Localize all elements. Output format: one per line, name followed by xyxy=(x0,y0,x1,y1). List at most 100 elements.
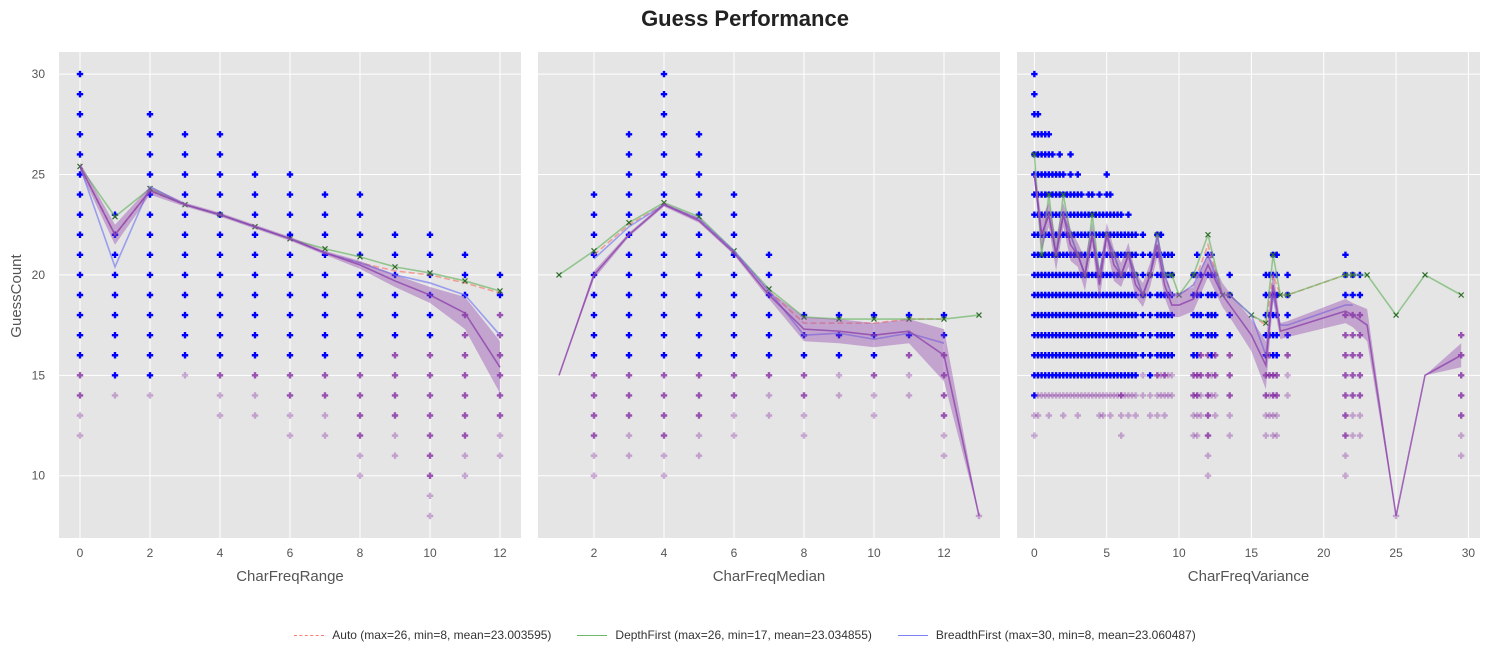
legend: Auto (max=26, min=8, mean=23.003595) Dept… xyxy=(0,628,1490,642)
scatter-point xyxy=(1031,311,1038,319)
scatter-point xyxy=(111,271,119,279)
scatter-point xyxy=(1060,331,1067,339)
scatter-point xyxy=(1078,311,1085,319)
scatter-point xyxy=(251,251,259,259)
series-marker xyxy=(462,278,468,284)
scatter-point xyxy=(1049,191,1056,198)
scatter-point xyxy=(1132,392,1139,399)
scatter-point xyxy=(1273,352,1280,359)
scatter-point xyxy=(765,412,773,419)
scatter-point xyxy=(1063,191,1071,198)
scatter-point xyxy=(216,311,224,319)
scatter-point xyxy=(1096,311,1103,319)
scatter-point xyxy=(765,372,773,379)
scatter-point xyxy=(1049,392,1056,399)
scatter-point xyxy=(1342,331,1349,339)
scatter-point xyxy=(1266,271,1273,279)
scatter-point xyxy=(461,472,469,479)
scatter-point xyxy=(1074,372,1081,379)
scatter-point xyxy=(1052,171,1060,178)
series-marker xyxy=(357,253,363,260)
series-marker xyxy=(1342,271,1349,278)
series-marker xyxy=(836,316,842,323)
scatter-point xyxy=(251,191,259,198)
scatter-point xyxy=(1096,191,1103,198)
scatter-point xyxy=(76,432,84,439)
scatter-point xyxy=(461,372,469,379)
scatter-point xyxy=(1110,231,1118,238)
scatter-point xyxy=(590,231,598,238)
scatter-point xyxy=(1038,271,1045,279)
scatter-point xyxy=(1212,352,1219,359)
scatter-point xyxy=(1074,171,1081,178)
scatter-point xyxy=(1146,291,1154,299)
scatter-point xyxy=(496,452,504,459)
scatter-point xyxy=(590,372,598,379)
scatter-point xyxy=(1038,191,1045,198)
scatter-point xyxy=(1197,352,1204,359)
scatter-point xyxy=(1204,432,1212,439)
scatter-point xyxy=(590,331,598,339)
scatter-point xyxy=(1060,231,1067,238)
scatter-point xyxy=(1121,291,1128,299)
scatter-point xyxy=(1110,331,1118,339)
scatter-point xyxy=(590,472,598,479)
scatter-point xyxy=(800,412,808,419)
scatter-point xyxy=(1070,231,1078,238)
series-marker xyxy=(1364,271,1371,278)
scatter-point xyxy=(1103,392,1110,399)
scatter-point xyxy=(870,372,878,379)
scatter-point xyxy=(1110,291,1118,299)
scatter-point xyxy=(1154,291,1161,299)
scatter-point xyxy=(1096,331,1103,339)
scatter-point xyxy=(1049,291,1056,299)
scatter-point xyxy=(1273,372,1280,379)
scatter-point xyxy=(1052,231,1060,238)
scatter-point xyxy=(1193,331,1201,339)
scatter-point xyxy=(835,372,843,379)
scatter-point xyxy=(76,131,84,138)
scatter-point xyxy=(1052,331,1060,339)
scatter-point xyxy=(1099,291,1107,299)
scatter-point xyxy=(1031,231,1038,238)
scatter-point xyxy=(1128,251,1136,259)
scatter-point xyxy=(1067,211,1074,218)
x-tick-label: 0 xyxy=(77,546,84,560)
scatter-point xyxy=(1034,412,1042,419)
scatter-point xyxy=(1067,191,1074,198)
scatter-point xyxy=(730,392,738,399)
scatter-point xyxy=(1092,311,1100,319)
scatter-point xyxy=(146,352,154,359)
series-marker xyxy=(1270,251,1277,258)
scatter-point xyxy=(1034,171,1042,178)
series-marker xyxy=(1349,271,1356,278)
scatter-point xyxy=(1085,231,1092,238)
x-tick-label: 12 xyxy=(937,546,951,560)
scatter-point xyxy=(1078,231,1085,238)
scatter-point xyxy=(1193,432,1201,439)
scatter-point xyxy=(1085,311,1092,319)
scatter-point xyxy=(496,311,504,319)
scatter-point xyxy=(940,392,948,399)
scatter-point xyxy=(1121,372,1128,379)
scatter-point xyxy=(1060,271,1067,279)
scatter-point xyxy=(1081,392,1089,399)
scatter-point xyxy=(1045,291,1053,299)
scatter-point xyxy=(1034,352,1042,359)
scatter-point xyxy=(146,372,154,379)
scatter-point xyxy=(625,412,633,419)
scatter-point xyxy=(1342,251,1349,259)
scatter-point xyxy=(1081,372,1089,379)
scatter-point xyxy=(1273,251,1280,259)
scatter-point xyxy=(1089,271,1096,279)
scatter-point xyxy=(730,352,738,359)
scatter-point xyxy=(1056,151,1063,158)
scatter-point xyxy=(1161,331,1168,339)
scatter-point xyxy=(1197,331,1204,339)
x-tick-label: 12 xyxy=(493,546,507,560)
scatter-point xyxy=(1273,412,1280,419)
scatter-point xyxy=(940,372,948,379)
scatter-point xyxy=(1269,392,1277,399)
series-line-mean xyxy=(1033,174,1462,517)
series-marker xyxy=(1393,312,1400,319)
